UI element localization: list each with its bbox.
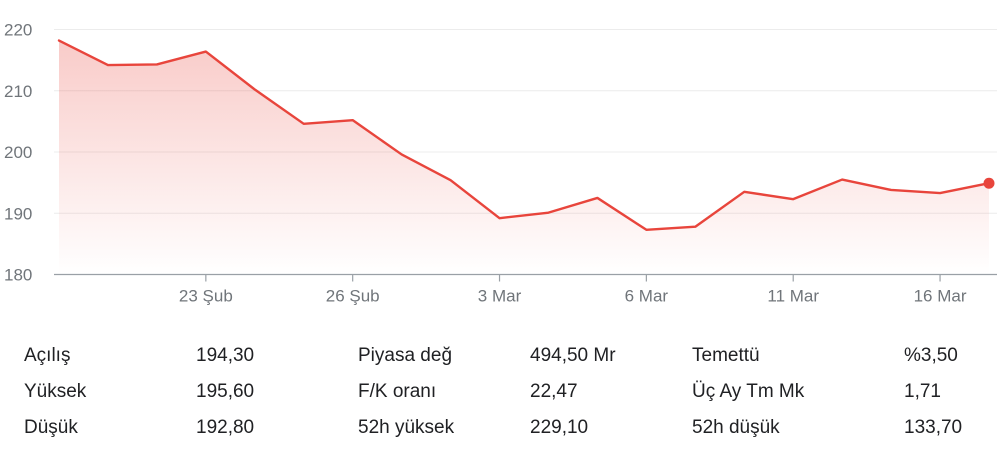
stats-row: Açılış 194,30 Piyasa değ 494,50 Mr Temet… [24, 338, 984, 374]
stat-value-dividend: %3,50 [904, 345, 958, 366]
data-point[interactable] [787, 193, 799, 205]
stat-label-dividend: Temettü [692, 345, 760, 366]
data-point[interactable] [591, 192, 603, 204]
x-tick-label: 6 Mar [625, 287, 669, 306]
y-tick-label: 210 [4, 82, 32, 101]
y-tick-label: 220 [4, 21, 32, 40]
data-point[interactable] [640, 224, 652, 236]
stat-value-open: 194,30 [196, 345, 255, 366]
stat-label-52w-high: 52h yüksek [358, 417, 455, 438]
stat-value-52w-low: 133,70 [904, 417, 963, 438]
stat-value-52w-high: 229,10 [530, 417, 589, 438]
stats-row: Düşük 192,80 52h yüksek 229,10 52h düşük… [24, 410, 984, 446]
data-point[interactable] [53, 35, 65, 47]
data-point[interactable] [249, 84, 261, 96]
data-point[interactable] [102, 59, 114, 71]
stats-table: Açılış 194,30 Piyasa değ 494,50 Mr Temet… [24, 338, 984, 446]
stat-label-quarterly-avg: Üç Ay Tm Mk [692, 381, 805, 402]
stat-value-pe-ratio: 22,47 [530, 381, 578, 402]
price-line [57, 39, 991, 231]
data-point[interactable] [885, 184, 897, 196]
stat-value-high: 195,60 [196, 381, 255, 402]
x-tick-label: 23 Şub [179, 287, 233, 306]
stat-value-quarterly-avg: 1,71 [904, 381, 941, 402]
x-tick-label: 26 Şub [326, 287, 380, 306]
stat-value-low: 192,80 [196, 417, 255, 438]
x-tick-label: 3 Mar [478, 287, 522, 306]
stat-value-market-cap: 494,50 Mr [530, 345, 616, 366]
data-point[interactable] [200, 46, 212, 58]
y-tick-label: 190 [4, 204, 32, 223]
stat-label-52w-low: 52h düşük [692, 417, 780, 438]
data-point[interactable] [298, 118, 310, 130]
stat-label-market-cap: Piyasa değ [358, 345, 453, 366]
area-fill [59, 40, 989, 275]
price-chart[interactable]: 180 190 200 210 220 23 Şub 26 Şub 3 Mar 6 Mar 11… [0, 0, 997, 320]
data-point[interactable] [836, 174, 848, 186]
data-point[interactable] [151, 58, 163, 70]
stat-label-low: Düşük [24, 417, 78, 438]
data-point[interactable] [934, 187, 946, 199]
y-tick-label: 200 [4, 143, 32, 162]
data-point[interactable] [738, 186, 750, 198]
data-point[interactable] [689, 221, 701, 233]
data-point[interactable] [494, 212, 506, 224]
price-chart-svg[interactable]: 180 190 200 210 220 23 Şub 26 Şub 3 Mar 6 Mar 11… [0, 0, 997, 320]
data-point[interactable] [542, 207, 554, 219]
x-tick-label: 16 Mar [914, 287, 967, 306]
stat-label-pe-ratio: F/K oranı [358, 381, 437, 402]
y-tick-label: 180 [4, 266, 32, 285]
x-tick-label: 11 Mar [767, 287, 819, 306]
data-point[interactable] [445, 174, 457, 186]
stats-row: Yüksek 195,60 F/K oranı 22,47 Üç Ay Tm M… [24, 374, 984, 410]
stat-label-open: Açılış [24, 345, 71, 366]
data-point[interactable] [396, 148, 408, 160]
stat-label-high: Yüksek [24, 381, 87, 402]
current-price-marker [983, 177, 995, 189]
data-point[interactable] [347, 114, 359, 126]
